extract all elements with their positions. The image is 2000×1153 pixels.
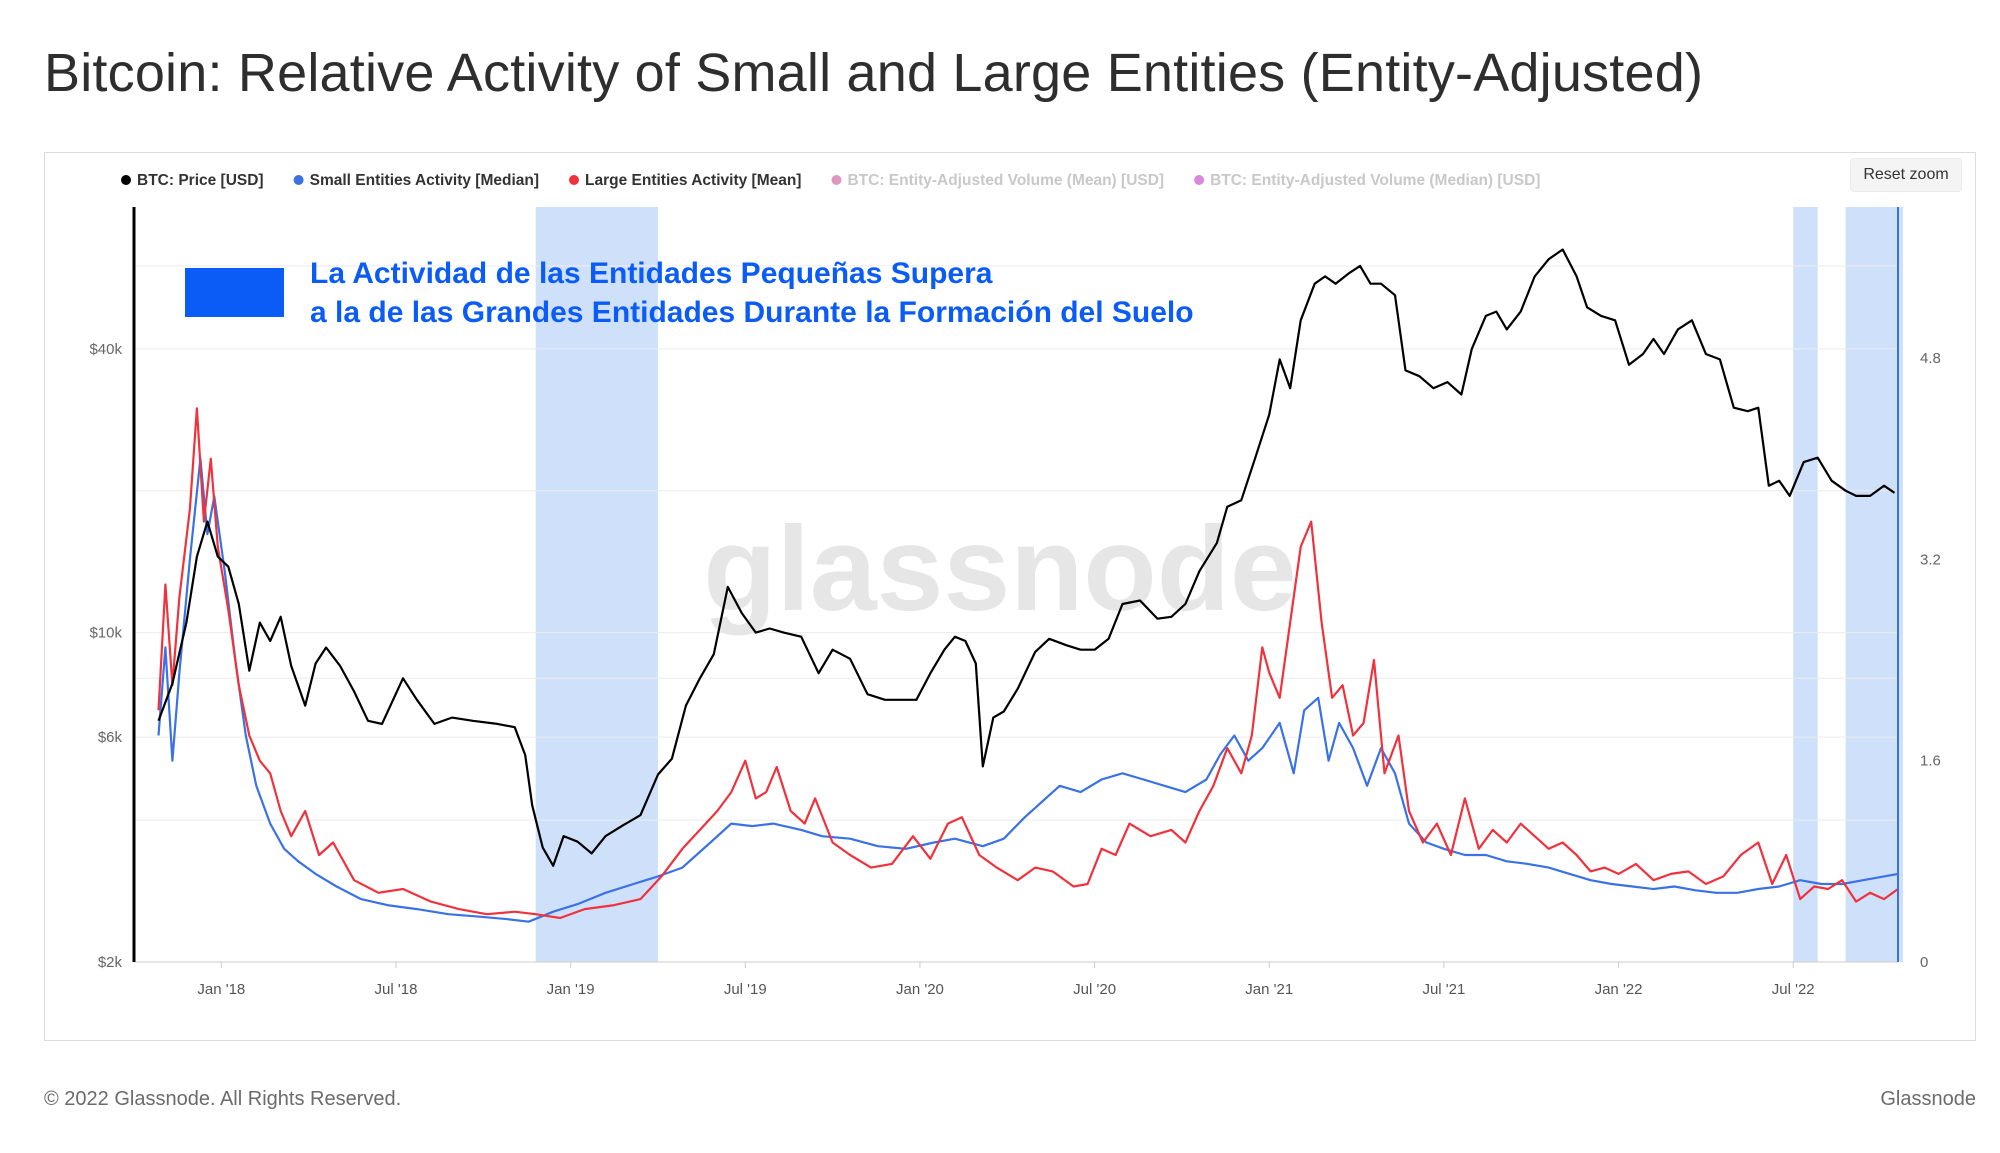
highlight-band (1793, 207, 1818, 962)
legend-item-label[interactable]: BTC: Entity-Adjusted Volume (Mean) [USD] (847, 172, 1164, 189)
legend: BTC: Price [USD] Small Entities Activity … (121, 172, 1540, 189)
x-axis-tick-label: Jul '22 (1772, 981, 1815, 998)
left-axis-tick-label: $6k (98, 729, 123, 746)
legend-marker[interactable] (831, 175, 842, 185)
chart-frame (44, 152, 1976, 1041)
right-axis-tick-label: 4.8 (1920, 350, 1941, 367)
page-title: Bitcoin: Relative Activity of Small and … (44, 43, 1704, 103)
footer-copyright: © 2022 Glassnode. All Rights Reserved. (44, 1088, 402, 1110)
right-axis-tick-label: 1.6 (1920, 753, 1941, 770)
highlight-band (535, 207, 658, 962)
x-axis-tick-label: Jul '18 (375, 981, 418, 998)
legend-item-label[interactable]: Large Entities Activity [Mean] (585, 172, 801, 189)
legend-marker[interactable] (121, 175, 131, 185)
annotation: La Actividad de las Entidades Pequeñas S… (185, 257, 1194, 329)
x-axis-tick-label: Jan '19 (547, 981, 595, 998)
legend-marker[interactable] (1194, 175, 1205, 185)
left-axis-tick-label: $40k (89, 341, 122, 358)
reset-zoom-button[interactable]: Reset zoom (1850, 158, 1962, 192)
annotation-line-1: La Actividad de las Entidades Pequeñas S… (310, 257, 993, 290)
highlight-band (1845, 207, 1903, 962)
x-axis-tick-label: Jan '18 (197, 981, 245, 998)
highlight-bands (535, 207, 1903, 962)
left-axis-tick-label: $2k (98, 954, 123, 971)
right-axis-tick-label: 3.2 (1920, 551, 1941, 568)
x-axis-tick-label: Jul '20 (1073, 981, 1116, 998)
x-axis-tick-label: Jul '21 (1422, 981, 1465, 998)
legend-item-label[interactable]: Small Entities Activity [Median] (310, 172, 539, 189)
right-axis-ticks: 0 1.6 3.2 4.8 (1920, 350, 1941, 971)
footer-brand: Glassnode (1880, 1088, 1976, 1110)
series-lines (157, 248, 1899, 923)
annotation-line-2: a la de las Grandes Entidades Durante la… (310, 296, 1194, 329)
x-axis-tick-label: Jan '21 (1245, 981, 1293, 998)
watermark-glassnode: glassnode (703, 502, 1297, 636)
series-line-small-entities (157, 457, 1899, 923)
right-axis-tick-label: 0 (1920, 954, 1928, 971)
legend-item-label[interactable]: BTC: Price [USD] (137, 172, 264, 189)
legend-item-label[interactable]: BTC: Entity-Adjusted Volume (Median) [US… (1210, 172, 1540, 189)
left-axis-ticks: $2k $6k $10k $40k (89, 341, 122, 971)
x-axis-tick-label: Jan '22 (1595, 981, 1643, 998)
x-axis-ticks: Jan '18 Jul '18 Jan '19 Jul '19 Jan '20 Jul '… (134, 961, 1898, 998)
left-axis-tick-label: $10k (89, 625, 122, 642)
legend-marker[interactable] (569, 175, 579, 185)
x-axis-tick-label: Jan '20 (896, 981, 944, 998)
legend-marker[interactable] (293, 175, 304, 185)
series-line-large-entities (157, 407, 1899, 920)
x-axis-tick-label: Jul '19 (724, 981, 767, 998)
annotation-swatch (185, 268, 284, 317)
series-line-price (157, 248, 1896, 867)
